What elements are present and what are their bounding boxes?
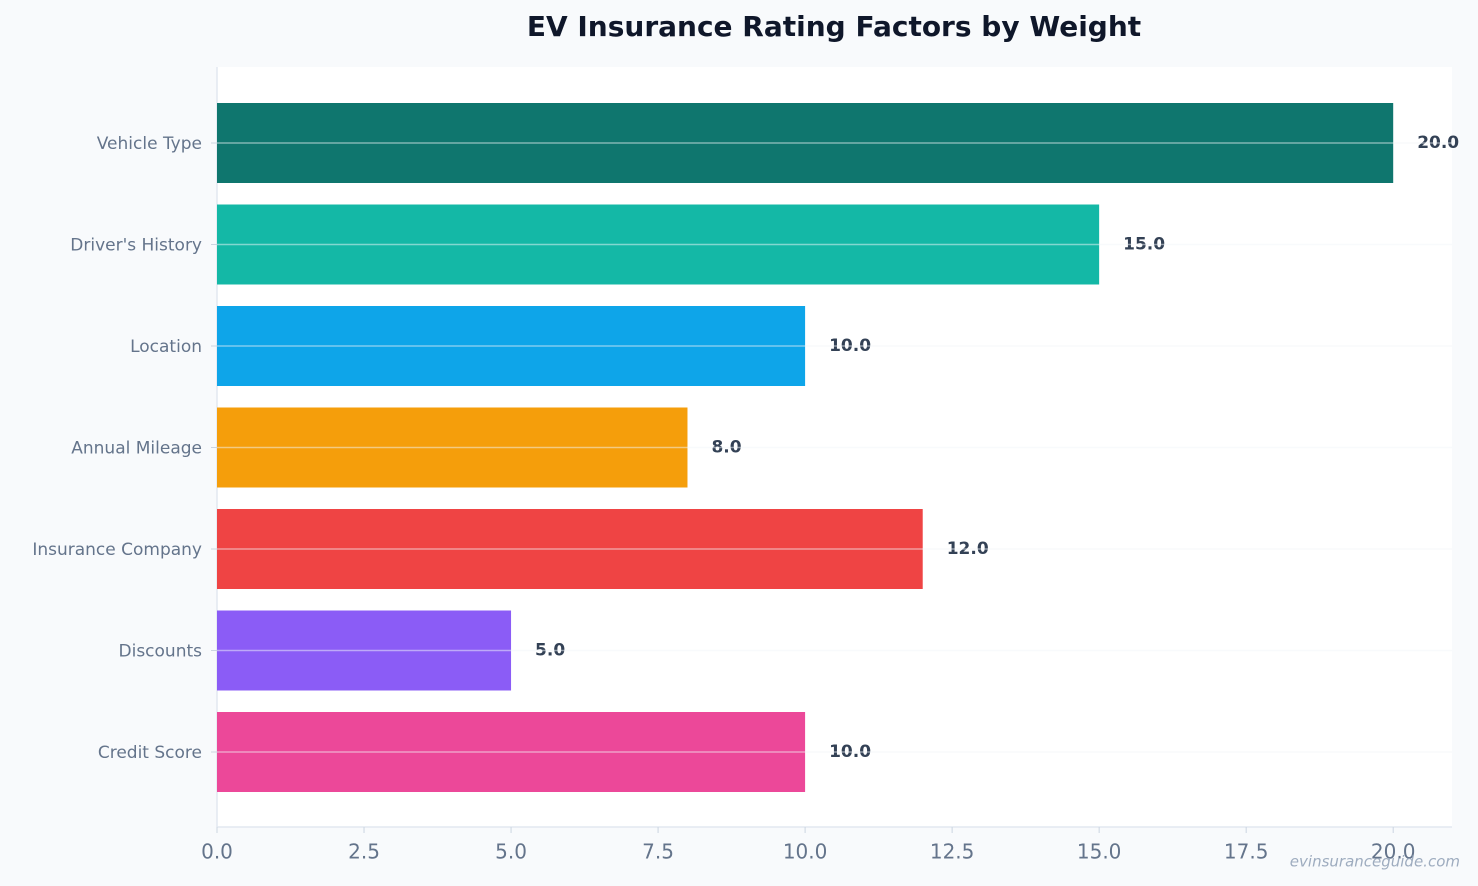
- y-tick-label: Credit Score: [98, 743, 202, 763]
- x-tick-label: 10.0: [783, 840, 828, 864]
- x-tick-label: 12.5: [930, 840, 975, 864]
- x-tick-label: 20.0: [1371, 840, 1416, 864]
- y-tick-label: Annual Mileage: [71, 439, 202, 459]
- y-tick-label: Location: [130, 337, 202, 357]
- y-tick-label: Vehicle Type: [97, 134, 202, 154]
- x-tick-label: 2.5: [348, 840, 380, 864]
- x-tick-label: 0.0: [201, 840, 233, 864]
- watermark: evinsuranceguide.com: [1290, 853, 1460, 871]
- y-tick-label: Insurance Company: [32, 540, 202, 560]
- x-tick-label: 17.5: [1224, 840, 1269, 864]
- x-tick-label: 15.0: [1077, 840, 1122, 864]
- chart-title: EV Insurance Rating Factors by Weight: [527, 10, 1141, 43]
- x-tick-label: 7.5: [642, 840, 674, 864]
- y-tick-label: Driver's History: [70, 236, 202, 256]
- y-tick-label: Discounts: [119, 642, 203, 662]
- x-tick-label: 5.0: [495, 840, 527, 864]
